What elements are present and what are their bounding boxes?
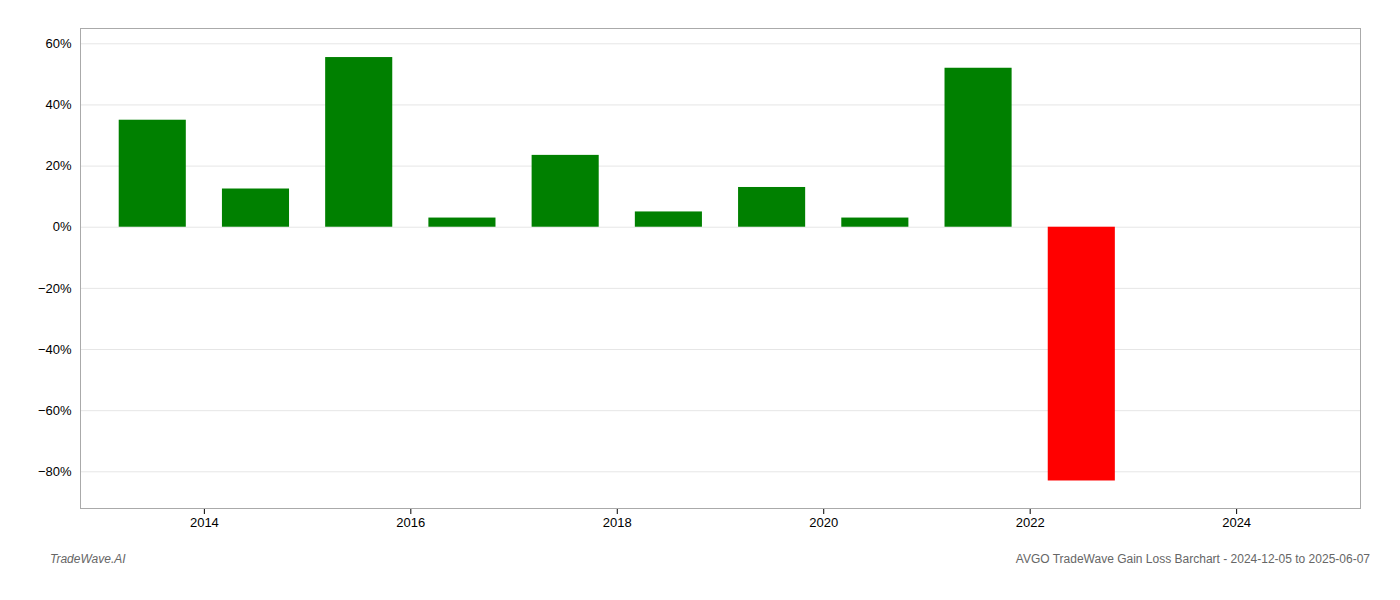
svg-text:2022: 2022 [1016, 515, 1045, 530]
svg-text:2016: 2016 [396, 515, 425, 530]
svg-text:−60%: −60% [38, 403, 72, 418]
html-text:AVGO TradeWave Gain Loss Barch: AVGO TradeWave Gain Loss Barchart - 2024… [1015, 552, 1370, 566]
svg-text:20%: 20% [45, 158, 71, 173]
svg-text:2018: 2018 [603, 515, 632, 530]
svg-text:60%: 60% [45, 36, 71, 51]
svg-text:2020: 2020 [809, 515, 838, 530]
svg-text:−80%: −80% [38, 464, 72, 479]
svg-text:−40%: −40% [38, 342, 72, 357]
svg-text:0%: 0% [53, 219, 72, 234]
svg-text:2024: 2024 [1222, 515, 1251, 530]
svg-text:40%: 40% [45, 97, 71, 112]
svg-text:2014: 2014 [190, 515, 219, 530]
svg-text:−20%: −20% [38, 281, 72, 296]
html-text:TradeWave.AI: TradeWave.AI [50, 552, 126, 566]
